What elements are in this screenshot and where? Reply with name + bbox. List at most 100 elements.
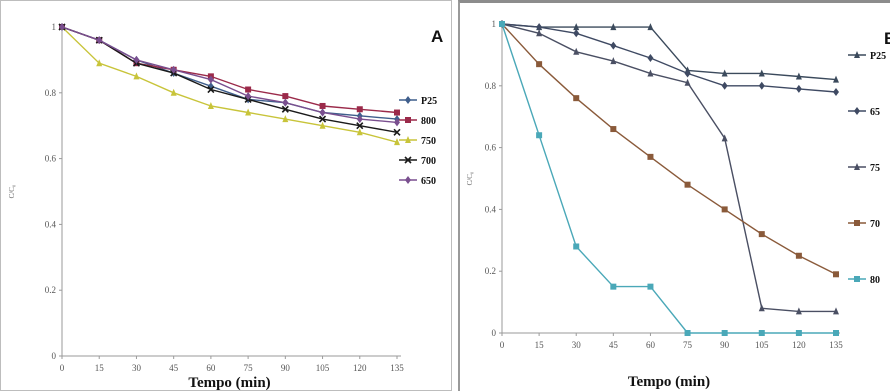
data-point-70 <box>573 95 580 102</box>
series-70 <box>499 21 839 278</box>
data-point-750 <box>282 115 289 123</box>
data-point-75 <box>795 307 802 315</box>
legend-label: 750 <box>421 136 436 147</box>
data-point-65 <box>573 29 580 38</box>
data-point-700 <box>207 85 215 94</box>
data-point-80 <box>647 283 654 290</box>
x-tick-label: 120 <box>792 340 806 350</box>
data-point-750 <box>170 88 177 96</box>
data-point-800 <box>245 86 252 93</box>
series-line-70 <box>501 23 837 275</box>
legend-swatch-marker <box>854 276 860 282</box>
series-75 <box>499 20 839 315</box>
legend-label: P25 <box>421 96 437 107</box>
y-tick-label: 0.4 <box>45 219 57 229</box>
data-point-70 <box>536 61 543 68</box>
legend-swatch-marker <box>404 156 412 164</box>
legend-label: 80 <box>870 275 880 286</box>
chart-a-svg: 0 0.2 0.4 0.6 0.8 1 0 15 30 45 60 75 90 105 120 135 C/C₀… <box>8 22 443 391</box>
series-line-750 <box>61 26 398 143</box>
data-point-80 <box>758 330 765 336</box>
panel-letter: B <box>884 29 890 48</box>
data-point-P25 <box>721 69 728 77</box>
chart-b-svg: 0 0.2 0.4 0.6 0.8 1 0 15 30 45 60 75 90 105 120 135 C/C₀… <box>466 19 890 390</box>
series-700 <box>58 23 401 136</box>
data-point-75 <box>536 29 543 37</box>
data-point-750 <box>133 72 140 80</box>
data-point-650 <box>282 98 289 107</box>
data-point-650 <box>59 23 65 31</box>
data-point-650 <box>133 55 140 64</box>
data-point-750 <box>96 59 103 67</box>
data-point-650 <box>207 75 214 84</box>
data-point-75 <box>684 78 691 86</box>
data-point-700 <box>393 128 401 136</box>
data-point-750 <box>319 121 326 129</box>
data-point-70 <box>647 153 654 160</box>
series-750 <box>59 23 400 146</box>
data-point-75 <box>758 304 765 312</box>
data-point-70 <box>833 271 839 278</box>
data-point-P25 <box>647 23 654 31</box>
legend-swatch-marker <box>405 136 411 143</box>
y-tick-label: 0 <box>52 351 57 361</box>
chart-panel-a: 0 0.2 0.4 0.6 0.8 1 0 15 30 45 60 75 90 105 120 135 C/C₀… <box>0 0 452 391</box>
x-tick-label: 75 <box>683 340 693 350</box>
series-line-80 <box>501 23 836 334</box>
series-line-65 <box>501 23 837 93</box>
series-line-650 <box>61 26 398 124</box>
legend-swatch-marker <box>854 163 860 170</box>
data-point-75 <box>573 47 580 55</box>
y-tick-label: 0.6 <box>485 143 497 153</box>
data-point-800 <box>282 93 289 100</box>
data-point-65 <box>721 81 728 90</box>
data-point-80 <box>833 330 839 336</box>
x-tick-label: 30 <box>132 363 142 373</box>
data-point-70 <box>684 181 691 188</box>
data-point-P25 <box>610 23 617 31</box>
x-tick-label: 75 <box>244 363 254 373</box>
y-tick-label: 1 <box>52 22 57 32</box>
series-800 <box>59 24 400 116</box>
x-tick-label: 120 <box>353 363 367 373</box>
y-tick-label: 0.4 <box>485 204 497 214</box>
data-point-80 <box>573 243 580 250</box>
data-point-65 <box>647 53 654 62</box>
data-point-80 <box>721 330 728 336</box>
y-tick-label: 0 <box>492 328 497 338</box>
legend-label: 70 <box>870 219 880 230</box>
data-point-80 <box>795 330 802 336</box>
data-point-80 <box>536 132 543 139</box>
y-tick-label: 1 <box>492 19 497 29</box>
data-point-75 <box>721 134 728 142</box>
x-tick-label: 105 <box>755 340 769 350</box>
data-point-650 <box>245 92 252 101</box>
series-line-700 <box>61 26 398 133</box>
data-point-650 <box>319 108 326 117</box>
data-point-70 <box>795 252 802 259</box>
y-tick-label: 0.2 <box>485 266 496 276</box>
legend-swatch-marker <box>854 220 860 226</box>
x-tick-label: 15 <box>535 340 545 350</box>
legend-label: 800 <box>421 116 436 127</box>
data-point-70 <box>721 206 728 213</box>
data-point-800 <box>394 109 400 116</box>
data-point-P25 <box>795 72 802 80</box>
x-tick-label: 135 <box>390 363 404 373</box>
data-point-750 <box>245 108 252 116</box>
panel-letter: A <box>431 27 443 46</box>
x-tick-label: 135 <box>829 340 843 350</box>
data-point-800 <box>356 106 363 113</box>
data-point-750 <box>394 138 400 146</box>
data-point-80 <box>684 330 691 336</box>
x-tick-label: 45 <box>169 363 179 373</box>
data-point-80 <box>499 21 505 27</box>
legend-swatch-marker <box>405 96 411 104</box>
legend-label: 650 <box>421 176 436 187</box>
legend-label: 75 <box>870 163 880 174</box>
data-point-P25 <box>758 69 765 77</box>
data-point-650 <box>394 118 400 127</box>
series-line-800 <box>61 26 398 114</box>
series-line-P25 <box>501 23 837 81</box>
x-tick-label: 90 <box>720 340 730 350</box>
